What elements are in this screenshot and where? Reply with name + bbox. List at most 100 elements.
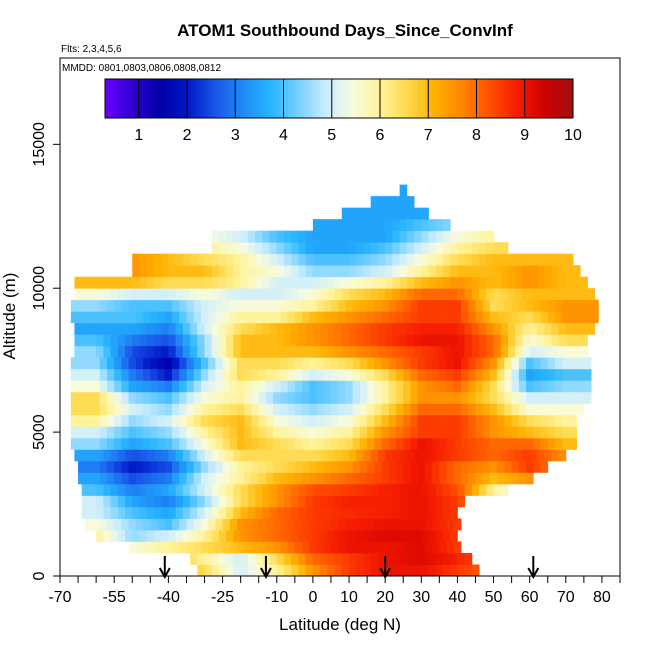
heatmap-cell — [428, 322, 437, 335]
heatmap-cell — [211, 322, 220, 335]
heatmap-cell — [179, 414, 187, 427]
heatmap-cell — [146, 276, 155, 289]
heatmap-cell — [222, 437, 231, 450]
heatmap-cell — [240, 552, 249, 565]
heatmap-cell — [320, 219, 328, 232]
heatmap-cell — [114, 518, 122, 531]
heatmap-cell — [179, 311, 187, 324]
heatmap-cell — [190, 253, 198, 266]
heatmap-cell — [377, 265, 386, 278]
heatmap-cell — [356, 564, 364, 577]
heatmap-cell — [414, 276, 422, 289]
colorbar-swatch — [381, 79, 387, 118]
heatmap-cell — [370, 288, 379, 301]
heatmap-cell — [403, 472, 411, 485]
heatmap-cell — [265, 403, 274, 416]
heatmap-cell — [457, 230, 466, 243]
heatmap-cell — [428, 242, 437, 255]
heatmap-cell — [247, 345, 256, 358]
heatmap-cell — [172, 357, 180, 370]
colorbar-swatch — [444, 79, 449, 118]
heatmap-cell — [377, 345, 386, 358]
heatmap-cell — [269, 242, 278, 255]
heatmap-cell — [168, 529, 177, 542]
heatmap-cell — [489, 357, 498, 370]
heatmap-cell — [442, 495, 451, 508]
heatmap-cell — [421, 449, 429, 462]
colorbar-swatch — [553, 79, 558, 118]
heatmap-cell — [132, 288, 140, 301]
heatmap-cell — [226, 230, 234, 243]
heatmap-cell — [222, 426, 231, 439]
heatmap-cell — [497, 311, 505, 324]
heatmap-cell — [150, 311, 158, 324]
heatmap-cell — [417, 518, 426, 531]
heatmap-cell — [414, 322, 422, 335]
heatmap-cell — [526, 403, 534, 416]
colorbar-swatch — [292, 79, 297, 118]
heatmap-cell — [309, 380, 317, 393]
heatmap-cell — [287, 357, 296, 370]
heatmap-cell — [258, 426, 267, 439]
heatmap-cell — [175, 265, 184, 278]
heatmap-cell — [233, 564, 242, 577]
heatmap-cell — [518, 403, 527, 416]
heatmap-cell — [385, 552, 393, 565]
heatmap-cell — [208, 403, 216, 416]
heatmap-cell — [193, 368, 202, 381]
heatmap-cell — [70, 368, 79, 381]
heatmap-cell — [432, 518, 440, 531]
heatmap-cell — [439, 460, 447, 473]
heatmap-cell — [540, 299, 549, 312]
heatmap-cell — [511, 311, 520, 324]
heatmap-cell — [233, 483, 242, 496]
heatmap-cell — [320, 334, 328, 347]
heatmap-cell — [186, 414, 195, 427]
heatmap-cell — [265, 460, 274, 473]
heatmap-cell — [388, 311, 397, 324]
heatmap-cell — [287, 437, 296, 450]
heatmap-cell — [381, 426, 390, 439]
heatmap-cell — [392, 288, 401, 301]
heatmap-cell — [551, 288, 559, 301]
heatmap-cell — [312, 345, 321, 358]
heatmap-cell — [338, 299, 346, 312]
heatmap-cell — [121, 299, 130, 312]
heatmap-cell — [211, 265, 220, 278]
heatmap-cell — [489, 368, 498, 381]
heatmap-cell — [229, 380, 238, 393]
heatmap-cell — [262, 334, 270, 347]
heatmap-cell — [558, 345, 567, 358]
heatmap-cell — [190, 334, 198, 347]
heatmap-cell — [356, 253, 364, 266]
heatmap-cell — [139, 322, 148, 335]
heatmap-cell — [392, 322, 401, 335]
heatmap-cell — [161, 265, 169, 278]
heatmap-cell — [200, 437, 209, 450]
heatmap-cell — [497, 460, 505, 473]
heatmap-cell — [298, 449, 307, 462]
heatmap-cell — [587, 288, 596, 301]
heatmap-cell — [493, 322, 502, 335]
heatmap-cell — [280, 357, 289, 370]
arrow-head — [260, 567, 272, 580]
heatmap-cell — [399, 564, 408, 577]
heatmap-cell — [410, 403, 419, 416]
heatmap-cell — [446, 460, 455, 473]
heatmap-cell — [554, 403, 563, 416]
heatmap-cell — [341, 529, 350, 542]
heatmap-cell — [479, 242, 487, 255]
heatmap-cell — [356, 506, 364, 519]
heatmap-cell — [515, 265, 523, 278]
heatmap-cell — [417, 368, 426, 381]
heatmap-cell — [327, 345, 335, 358]
heatmap-cell — [493, 288, 502, 301]
heatmap-cell — [146, 265, 155, 278]
heatmap-cell — [164, 299, 173, 312]
colorbar-swatch — [303, 79, 309, 118]
heatmap-cell — [573, 334, 581, 347]
heatmap-cell — [284, 529, 292, 542]
heatmap-cell — [363, 242, 372, 255]
heatmap-cell — [421, 242, 429, 255]
heatmap-cell — [410, 541, 419, 554]
